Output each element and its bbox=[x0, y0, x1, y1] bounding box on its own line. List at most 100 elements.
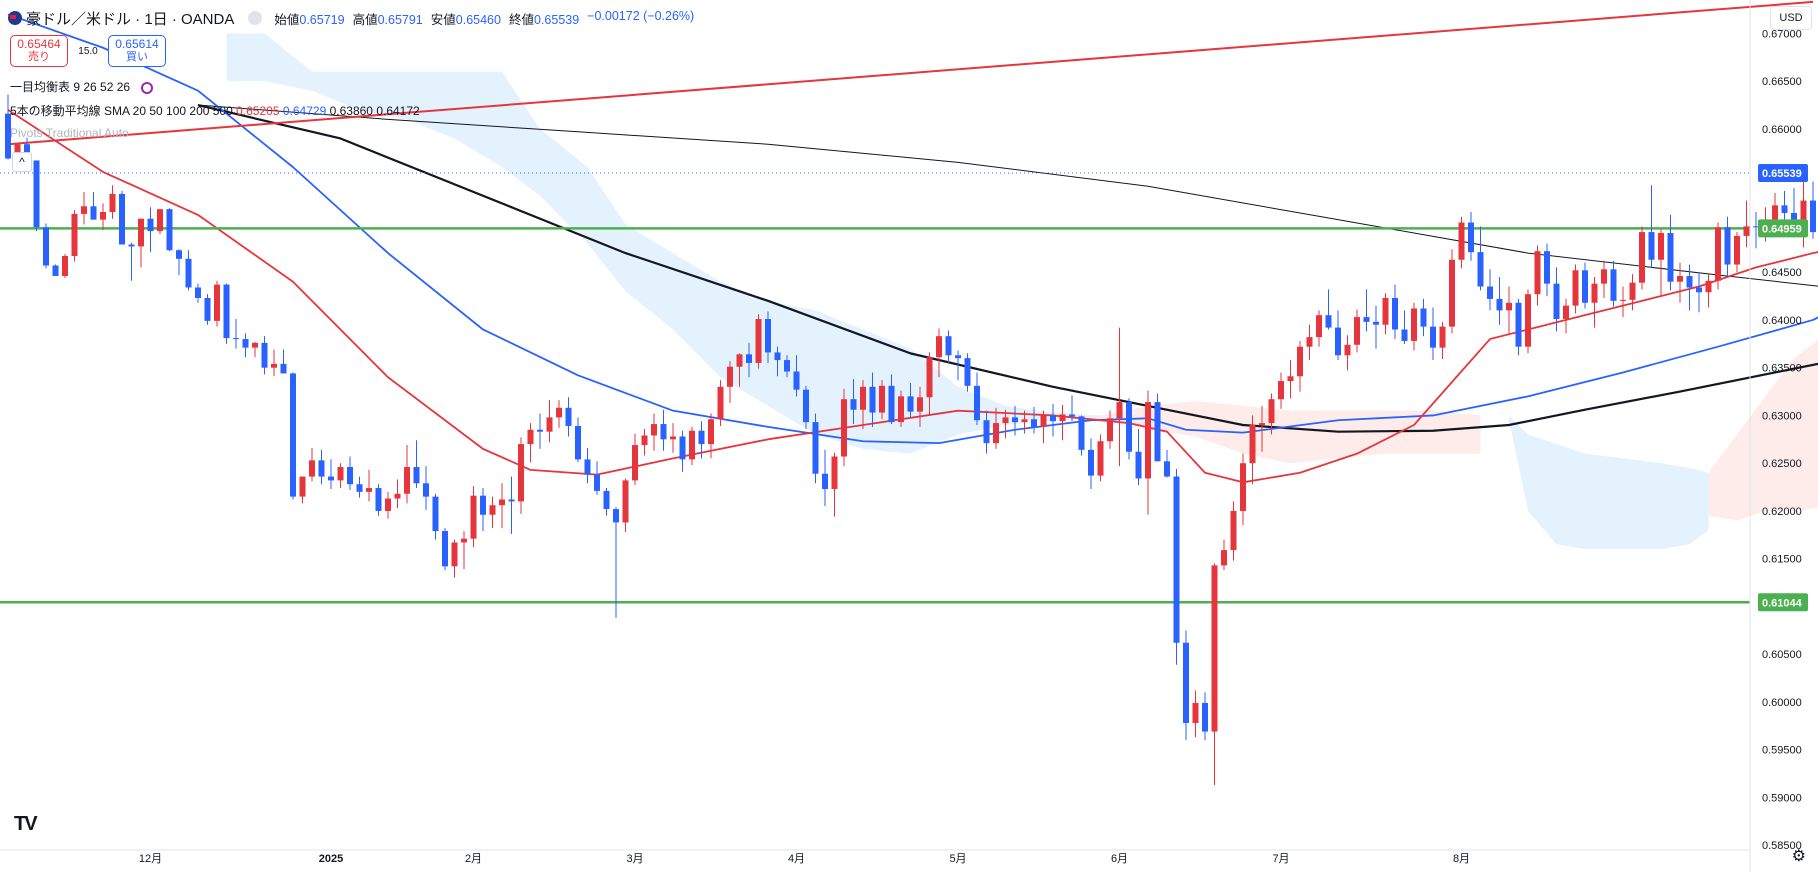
candle-body bbox=[1097, 441, 1104, 476]
indicator-sma[interactable]: 5本の移動平均線 SMA 20 50 100 200 500 0.65205 0… bbox=[10, 102, 420, 119]
sell-price: 0.65464 bbox=[17, 37, 61, 51]
candle-body bbox=[1382, 297, 1389, 325]
candle-body bbox=[33, 160, 40, 228]
candle bbox=[356, 476, 363, 498]
candle-body bbox=[423, 483, 429, 497]
candle-body bbox=[1667, 233, 1674, 282]
price-axis[interactable]: 0.670000.665000.660000.655000.650000.645… bbox=[1749, 0, 1808, 872]
candle bbox=[1002, 409, 1009, 439]
ohlc-change: −0.00172 (−0.26%) bbox=[587, 8, 695, 23]
collapse-indicators-button[interactable]: ^ bbox=[12, 152, 32, 172]
candle-body bbox=[185, 258, 192, 288]
sell-button[interactable]: 0.65464 売り bbox=[10, 35, 68, 67]
candle bbox=[1012, 405, 1018, 436]
candle-body bbox=[717, 386, 724, 420]
price-tick-label: 0.63000 bbox=[1762, 410, 1802, 422]
candle bbox=[1173, 468, 1180, 665]
buy-button[interactable]: 0.65614 買い bbox=[108, 35, 166, 67]
gear-icon[interactable]: ⚙ bbox=[1791, 848, 1806, 865]
candle bbox=[926, 352, 933, 415]
candle-body bbox=[1496, 298, 1503, 311]
candle bbox=[1211, 563, 1218, 786]
candle bbox=[157, 209, 163, 234]
candle-body bbox=[641, 435, 648, 446]
trade-buttons: 0.65464 売り 15.0 0.65614 買い bbox=[10, 35, 166, 67]
candle bbox=[1040, 410, 1047, 444]
candle-body bbox=[166, 209, 173, 251]
candle bbox=[1648, 185, 1655, 268]
candle-body bbox=[52, 265, 59, 277]
candle-body bbox=[565, 407, 572, 426]
candle-body bbox=[1021, 419, 1028, 423]
sma-value-2: 0.64729 bbox=[282, 104, 327, 118]
candle bbox=[1249, 415, 1256, 485]
price-tick-label: 0.59500 bbox=[1762, 745, 1802, 757]
candle-body bbox=[1430, 326, 1436, 348]
candle-body bbox=[1335, 327, 1341, 356]
candle-body bbox=[1724, 227, 1731, 265]
candle bbox=[1259, 405, 1265, 452]
candle bbox=[850, 379, 857, 425]
candle-body bbox=[1515, 302, 1522, 347]
candle bbox=[622, 478, 629, 532]
candle bbox=[432, 493, 439, 540]
candle bbox=[974, 372, 980, 425]
candle bbox=[1553, 267, 1560, 332]
time-tick-label: 5月 bbox=[949, 853, 966, 865]
candle-body bbox=[100, 212, 106, 220]
candle bbox=[280, 349, 287, 374]
currency-button[interactable]: USD bbox=[1770, 6, 1812, 30]
candle-body bbox=[1620, 299, 1626, 301]
horizontal-lines[interactable] bbox=[0, 0, 1814, 604]
candle-body bbox=[1259, 423, 1265, 425]
candle-body bbox=[1686, 276, 1693, 288]
candle-body bbox=[62, 255, 68, 277]
candle-body bbox=[1135, 451, 1142, 479]
candle-body bbox=[926, 357, 933, 398]
candle-body bbox=[81, 206, 87, 214]
buy-label: 買い bbox=[126, 51, 148, 63]
candle-body bbox=[1487, 286, 1493, 299]
candle bbox=[347, 456, 353, 490]
candle-body bbox=[689, 430, 695, 460]
candle bbox=[1477, 226, 1484, 291]
candle-body bbox=[879, 385, 885, 413]
indicator-pivots[interactable]: Pivots Traditional Auto bbox=[10, 126, 129, 140]
candle-body bbox=[651, 424, 657, 436]
candle-body bbox=[670, 436, 676, 440]
candle bbox=[1458, 216, 1465, 269]
candle-body bbox=[945, 336, 952, 356]
candle-body bbox=[328, 476, 334, 481]
candle bbox=[1145, 390, 1151, 515]
indicator-ichimoku[interactable]: 一目均衡表 9 26 52 26 bbox=[10, 78, 154, 95]
candle bbox=[1363, 289, 1370, 332]
pivots-label: Pivots Traditional Auto bbox=[10, 126, 129, 140]
candle-body bbox=[1040, 415, 1047, 427]
sma-value-1: 0.65205 bbox=[236, 104, 280, 118]
candle-body bbox=[1781, 205, 1788, 213]
refresh-icon[interactable] bbox=[141, 81, 154, 94]
candle bbox=[242, 333, 249, 358]
candle bbox=[499, 483, 505, 529]
candle-body bbox=[176, 250, 182, 259]
candle-body bbox=[765, 318, 771, 353]
candle-body bbox=[242, 339, 249, 348]
candle bbox=[451, 539, 458, 578]
time-axis[interactable]: 12月 2025 2月 3月 4月 5月 6月 7月 8月 bbox=[0, 849, 1750, 865]
candle-body bbox=[1116, 402, 1123, 419]
candle bbox=[1059, 404, 1066, 441]
candle-body bbox=[1458, 222, 1465, 260]
buy-price: 0.65614 bbox=[115, 37, 159, 51]
candle bbox=[204, 294, 211, 325]
candle bbox=[508, 476, 515, 534]
candle bbox=[33, 160, 40, 232]
candle bbox=[1487, 269, 1493, 311]
chart-header: 豪ドル／米ドル · 1日 · OANDA 始値0.65719 高値0.65791… bbox=[8, 8, 694, 28]
candle-body bbox=[527, 429, 534, 445]
candle-body bbox=[1639, 232, 1645, 283]
candle bbox=[109, 185, 116, 219]
symbol-title[interactable]: 豪ドル／米ドル · 1日 · OANDA bbox=[26, 10, 235, 28]
candle-body bbox=[1002, 417, 1009, 424]
candle-body bbox=[128, 244, 135, 247]
